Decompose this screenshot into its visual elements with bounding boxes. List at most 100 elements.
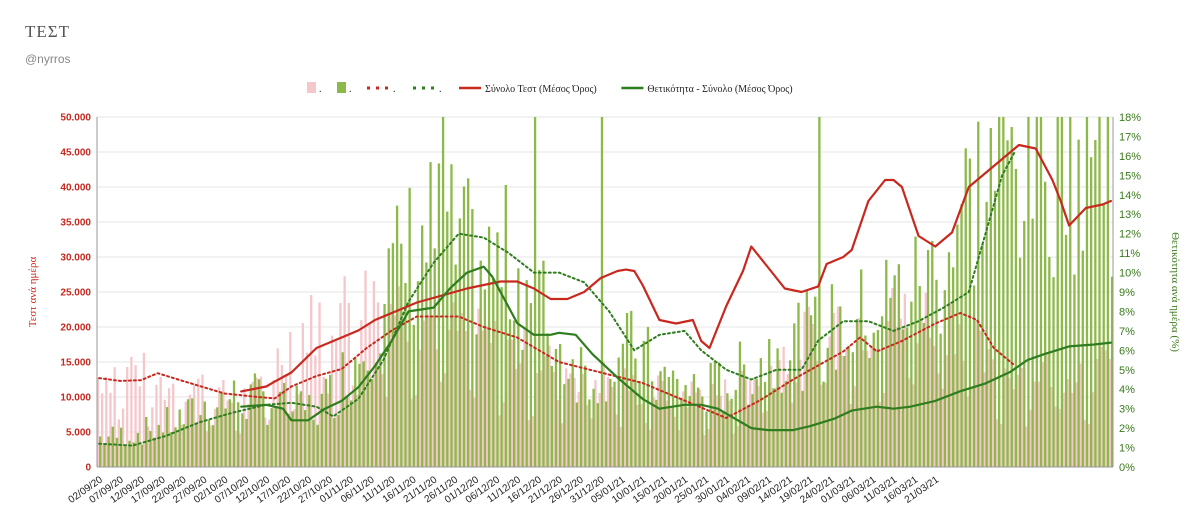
tests-bar	[213, 408, 217, 467]
tests-bar	[723, 379, 727, 467]
tests-bar	[665, 400, 668, 467]
y-tick-label: 0	[85, 463, 91, 474]
positivity-bar	[195, 424, 198, 467]
tests-bar	[769, 365, 773, 467]
tests-bar	[832, 312, 835, 467]
y-tick-label: 50.000	[60, 113, 91, 124]
y2-tick-label: 18%	[1119, 112, 1141, 124]
tests-bar	[1070, 392, 1074, 467]
positivity-bar	[998, 117, 1001, 467]
positivity-bar	[533, 117, 537, 467]
tests-bar	[427, 315, 430, 467]
positivity-bar	[1010, 126, 1013, 467]
positivity-bar	[659, 371, 662, 467]
tests-bar	[305, 352, 309, 467]
tests-bar	[828, 336, 831, 467]
tests-bar	[234, 430, 238, 467]
positivity-bar	[1094, 140, 1097, 467]
tests-bar	[100, 393, 104, 467]
tests-bar	[293, 409, 296, 467]
tests-bar	[297, 394, 300, 467]
positivity-bar	[634, 358, 637, 467]
legend-label: .	[319, 84, 322, 95]
positivity-bar	[387, 248, 390, 467]
tests-bar	[218, 387, 221, 467]
y-tick-label: 20.000	[60, 323, 91, 334]
positivity-bar	[467, 178, 470, 467]
tests-bar	[978, 330, 982, 467]
y-tick-label: 30.000	[60, 253, 91, 264]
tests-bar	[527, 420, 530, 467]
legend-label: .	[439, 84, 442, 95]
positivity-bar	[855, 319, 859, 467]
tests-bar	[414, 395, 417, 467]
tests-bar	[836, 306, 840, 467]
positivity-bar	[559, 343, 562, 467]
tests-bar	[184, 401, 187, 467]
positivity-bar	[759, 358, 762, 467]
positivity-bar	[864, 335, 867, 467]
positivity-bar	[600, 117, 604, 467]
positivity-bar	[1048, 256, 1051, 467]
tests-bar	[238, 433, 242, 467]
tests-bar	[657, 375, 660, 467]
positivity-bar	[165, 407, 169, 467]
positivity-bar	[400, 243, 403, 467]
tests-bar	[176, 429, 179, 467]
tests-bar	[887, 320, 890, 467]
positivity-bar	[211, 425, 215, 467]
positivity-bar	[483, 289, 487, 467]
positivity-bar	[822, 381, 825, 467]
positivity-bar	[504, 184, 507, 467]
tests-bar	[167, 388, 171, 467]
tests-bar	[372, 281, 376, 467]
positivity-bar	[696, 387, 700, 467]
tests-bar	[481, 330, 484, 467]
positivity-bar	[788, 360, 792, 467]
positivity-bar	[228, 399, 232, 467]
positivity-bar	[784, 381, 788, 467]
tests-bar	[807, 306, 810, 467]
tests-bar	[322, 376, 325, 467]
positivity-bar	[638, 381, 641, 467]
tests-bar	[899, 318, 902, 467]
positivity-bar	[333, 418, 336, 467]
tests-bar	[138, 386, 141, 467]
tests-bar	[907, 378, 911, 467]
legend-swatch	[337, 82, 346, 93]
tests-bar	[995, 419, 999, 467]
tests-bar	[243, 388, 246, 467]
tests-bar	[272, 379, 275, 467]
tests-bar	[146, 426, 150, 467]
positivity-bar	[1018, 257, 1022, 467]
y-axis-right-label: Θετικότητα ανά ημέρα (%)	[1169, 232, 1181, 352]
tests-bar	[703, 434, 706, 467]
positivity-bar	[667, 376, 671, 467]
tests-bar	[209, 425, 212, 467]
positivity-bar	[274, 407, 277, 467]
tests-bar	[301, 323, 304, 467]
positivity-bar	[1023, 220, 1026, 467]
tests-bar	[799, 359, 802, 467]
tests-bar	[1104, 350, 1107, 467]
tests-bar	[418, 349, 422, 467]
positivity-bar	[1106, 117, 1110, 467]
positivity-bar	[262, 391, 265, 467]
positivity-bar	[1014, 168, 1018, 467]
tests-bar	[502, 402, 505, 467]
positivity-bar	[1035, 117, 1038, 467]
positivity-bar	[349, 400, 353, 467]
tests-bar	[953, 354, 957, 467]
tests-bar	[623, 368, 626, 467]
tests-bar	[544, 356, 547, 467]
x-axis-ticks: 02/09/2007/09/2012/09/2017/09/2022/09/20…	[67, 474, 942, 506]
y-axis-left-label: Τεστ ανά ημέρα	[27, 257, 39, 328]
positivity-bar	[805, 290, 808, 467]
positivity-bar	[425, 262, 428, 467]
positivity-bar	[546, 333, 549, 467]
tests-bar	[1041, 362, 1045, 467]
tests-bar	[163, 399, 166, 467]
positivity-bar	[454, 264, 457, 467]
tests-bar	[774, 387, 777, 467]
positivity-bar	[680, 398, 683, 467]
